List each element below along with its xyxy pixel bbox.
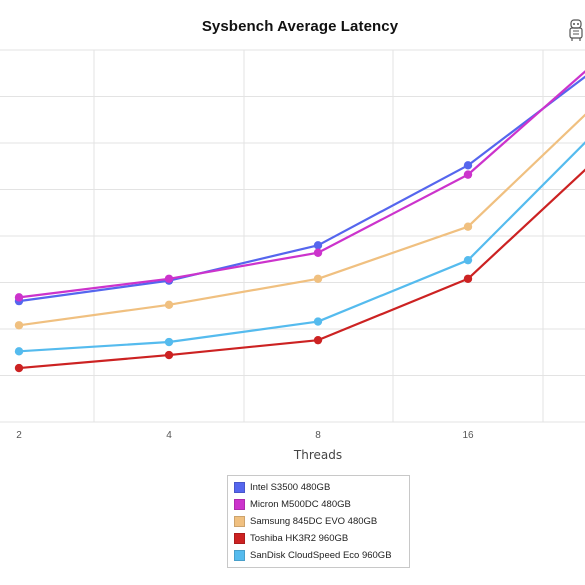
data-point — [313, 335, 323, 345]
legend-item: Intel S3500 480GB — [232, 479, 405, 496]
data-point — [14, 347, 24, 356]
data-point — [313, 248, 323, 257]
legend-swatch — [234, 499, 245, 510]
data-point — [463, 274, 473, 283]
x-tick-label: 4 — [166, 430, 172, 441]
legend-item: Samsung 845DC EVO 480GB — [232, 513, 405, 530]
x-axis-label: Threads — [293, 448, 342, 462]
data-point — [14, 293, 24, 302]
legend-label: Toshiba HK3R2 960GB — [250, 533, 349, 544]
legend: Intel S3500 480GB Micron M500DC 480GB Sams… — [227, 475, 410, 568]
legend-label: SanDisk CloudSpeed Eco 960GB — [250, 550, 392, 561]
data-point — [463, 255, 473, 265]
legend-item: SanDisk CloudSpeed Eco 960GB — [232, 547, 405, 564]
series-lines — [14, 70, 585, 373]
legend-item: Micron M500DC 480GB — [232, 496, 405, 513]
legend-label: Micron M500DC 480GB — [250, 499, 351, 510]
data-point — [164, 337, 174, 347]
legend-label: Samsung 845DC EVO 480GB — [250, 516, 378, 527]
data-point — [313, 274, 323, 283]
data-point — [164, 274, 174, 283]
series-line — [18, 168, 585, 370]
x-tick-label: 8 — [315, 430, 321, 441]
x-tick-label: 2 — [16, 430, 22, 441]
x-axis-ticks: 2481632 — [16, 430, 474, 441]
data-point — [14, 321, 24, 330]
legend-swatch — [234, 533, 245, 544]
legend-item: Toshiba HK3R2 960GB — [232, 530, 405, 547]
mascot-logo-icon — [569, 19, 583, 41]
legend-swatch — [234, 516, 245, 527]
series-line — [18, 75, 585, 303]
chart-title: Sysbench Average Latency — [201, 18, 399, 35]
data-point — [164, 300, 174, 310]
series-3 — [14, 168, 585, 373]
data-point — [313, 317, 323, 326]
data-point — [463, 161, 473, 170]
legend-swatch — [234, 482, 245, 493]
data-point — [463, 222, 473, 231]
legend-label: Intel S3500 480GB — [250, 482, 331, 493]
data-point — [164, 350, 174, 360]
data-point — [14, 363, 24, 373]
data-point — [463, 170, 473, 179]
series-4 — [14, 141, 585, 356]
data-point — [313, 241, 323, 250]
legend-swatch — [234, 550, 245, 561]
gridlines — [0, 49, 585, 423]
series-0 — [14, 75, 585, 306]
series-1 — [14, 70, 585, 302]
series-line — [18, 70, 585, 299]
series-2 — [14, 113, 585, 330]
x-tick-label: 16 — [462, 430, 474, 441]
